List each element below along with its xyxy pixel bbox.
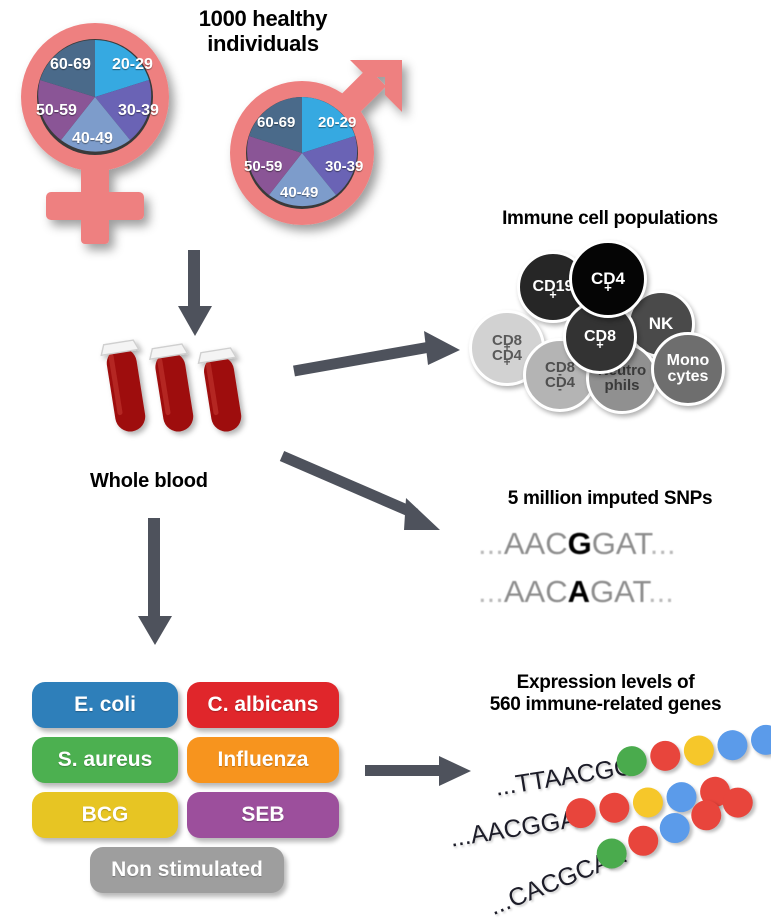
expression-bead <box>630 785 666 820</box>
whole-blood-label: Whole blood <box>90 470 208 492</box>
expression-bead <box>623 821 663 861</box>
stimuli-panel: E. coli C. albicans S. aureus Influenza … <box>32 682 342 894</box>
arrow-stimuli-to-expression <box>365 752 475 792</box>
expression-title: Expression levels of 560 immune-related … <box>440 672 771 716</box>
bubble-line-1: NK <box>648 314 674 334</box>
immune-title: Immune cell populations <box>502 208 718 229</box>
expression-title-line1: Expression levels of <box>516 672 695 693</box>
snp-sequence-row-1: ...AACGGAT... <box>478 526 676 562</box>
cohort-title: 1000 healthy individuals <box>168 6 358 57</box>
snp-right: GAT <box>591 526 650 561</box>
stimulus-label: BCG <box>81 803 129 826</box>
stimulus-non-stimulated[interactable]: Non stimulated <box>90 847 284 893</box>
bubble-line-1: CD8 + <box>583 327 616 353</box>
age-pie-male <box>247 97 358 207</box>
snp-left: AAC <box>503 526 568 561</box>
arrow-blood-to-immune <box>292 325 467 385</box>
immune-cell-cluster: CD8 + CD4 + CD19 + CD4 + CD8 + NK CD8- CD4- N… <box>455 238 765 418</box>
age-pie-female <box>38 39 152 152</box>
snp-suffix: ... <box>649 526 676 561</box>
stimulus-label: SEB <box>241 803 285 826</box>
bubble-line-2: CD4 + <box>491 347 522 370</box>
bubble-line-1: CD19 + <box>532 277 574 303</box>
stimulus-label: E. coli <box>74 693 136 716</box>
immune-bubble-cd4-pos: CD4 + <box>569 240 647 318</box>
expression-strands: ...TTAACGG ...AACGGAT ...CACGCAA <box>448 722 771 921</box>
arrow-blood-to-stimuli <box>135 518 175 648</box>
bubble-line-1: CD8- <box>544 358 575 381</box>
bubble-line-2: cytes <box>667 368 709 385</box>
stimulus-influenza[interactable]: Influenza <box>187 737 339 783</box>
expression-bead <box>748 722 771 758</box>
stimulus-c-albicans[interactable]: C. albicans <box>187 682 339 728</box>
snp-prefix: ... <box>478 526 504 561</box>
bubble-line-1: CD8 + <box>491 331 522 354</box>
expression-bead <box>597 790 632 825</box>
cohort-title-line1: 1000 healthy <box>198 6 328 31</box>
blood-tubes <box>95 330 275 450</box>
snp-sequences: ...AACGGAT... ...AACAGAT... <box>470 526 760 622</box>
expression-bead <box>655 808 695 848</box>
snp-prefix: ... <box>478 574 504 609</box>
stimulus-label: Influenza <box>217 748 309 771</box>
stimulus-bcg[interactable]: BCG <box>32 792 178 838</box>
snp-left: AAC <box>503 574 568 609</box>
snps-title: 5 million imputed SNPs <box>507 488 713 509</box>
blood-tube-2 <box>148 343 194 432</box>
snp-sequence-row-2: ...AACAGAT... <box>478 574 674 610</box>
expression-bead <box>715 728 750 763</box>
stimulus-label: C. albicans <box>207 693 319 716</box>
stimulus-label: S. aureus <box>57 748 153 771</box>
expression-bead <box>648 738 683 773</box>
snp-variant: G <box>567 526 592 561</box>
stimulus-s-aureus[interactable]: S. aureus <box>32 737 178 783</box>
blood-tube-3 <box>197 347 242 432</box>
blood-tube-1 <box>100 339 146 432</box>
expression-bead <box>681 733 717 768</box>
arrow-blood-to-snps <box>279 448 455 538</box>
bubble-line-1: CD4 + <box>590 269 625 295</box>
snp-variant: A <box>567 574 590 609</box>
bubble-line-2: phils <box>604 377 640 394</box>
immune-bubble-monocytes: Mono cytes <box>651 332 725 406</box>
bubble-line-2: CD4- <box>544 374 575 397</box>
snp-right: GAT <box>589 574 648 609</box>
expression-title-line2: 560 immune-related genes <box>489 693 722 715</box>
bubble-line-1: Mono <box>666 351 710 369</box>
stimulus-label: Non stimulated <box>111 858 263 881</box>
male-symbol: 20-29 30-39 40-49 50-59 60-69 <box>200 48 430 263</box>
arrow-cohort-to-blood <box>175 250 215 340</box>
snp-suffix: ... <box>647 574 674 609</box>
cohort-title-line2: individuals <box>207 31 319 57</box>
stimulus-e-coli[interactable]: E. coli <box>32 682 178 728</box>
stimulus-seb[interactable]: SEB <box>187 792 339 838</box>
